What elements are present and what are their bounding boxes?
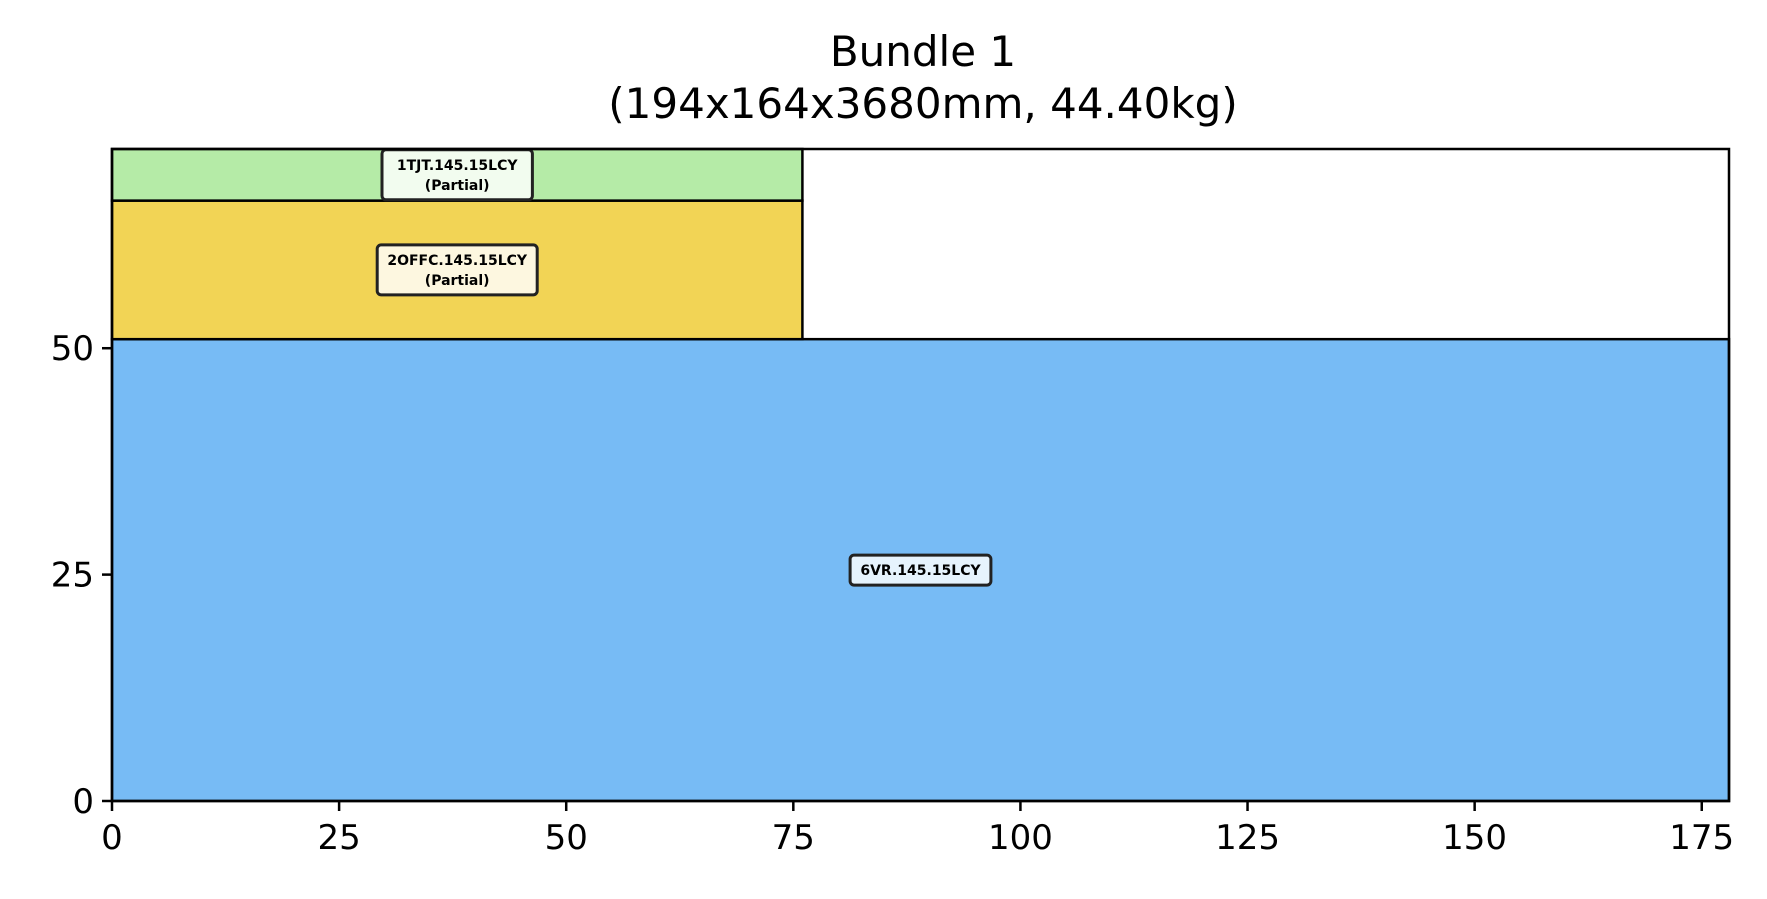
- x-tick-label: 0: [101, 818, 123, 858]
- x-tick-label: 100: [988, 818, 1053, 858]
- x-tick-label: 75: [772, 818, 815, 858]
- plot-area-frame: [110, 147, 1731, 803]
- y-tick-label: 25: [51, 556, 94, 596]
- x-tick-label: 50: [545, 818, 588, 858]
- item-label-box: [375, 243, 539, 297]
- item-label-6vr-145-15lcy: 6VR.145.15LCY: [848, 553, 993, 587]
- chart-title-group: Bundle 1 (194x164x3680mm, 44.40kg): [608, 27, 1237, 128]
- chart-subtitle: (194x164x3680mm, 44.40kg): [608, 79, 1237, 128]
- item-label-1tjt-145-15lcy: 1TJT.145.15LCY (Partial): [380, 148, 534, 202]
- y-tick-label: 0: [72, 782, 94, 822]
- x-axis: 0 25 50 75 100 125 150 175: [101, 801, 1734, 858]
- x-tick-label: 125: [1215, 818, 1280, 858]
- item-sublabel-text: (Partial): [425, 273, 490, 289]
- item-label-text: 1TJT.145.15LCY: [397, 158, 518, 174]
- item-label-text: 6VR.145.15LCY: [860, 563, 981, 579]
- chart-title: Bundle 1: [830, 27, 1016, 76]
- x-tick-label: 150: [1442, 818, 1507, 858]
- x-tick-label: 175: [1669, 818, 1734, 858]
- item-label-text: 2OFFC.145.15LCY: [387, 253, 528, 269]
- y-axis: 0 25 50: [51, 329, 112, 822]
- bundle-item-labels: 6VR.145.15LCY2OFFC.145.15LCY(Partial)1TJ…: [375, 148, 993, 587]
- bundle-items: [110, 147, 1731, 803]
- item-label-box: [848, 553, 993, 587]
- y-tick-label: 50: [51, 329, 94, 369]
- item-sublabel-text: (Partial): [425, 178, 490, 194]
- item-label-2offc-145-15lcy: 2OFFC.145.15LCY (Partial): [375, 243, 539, 297]
- x-tick-label: 25: [317, 818, 360, 858]
